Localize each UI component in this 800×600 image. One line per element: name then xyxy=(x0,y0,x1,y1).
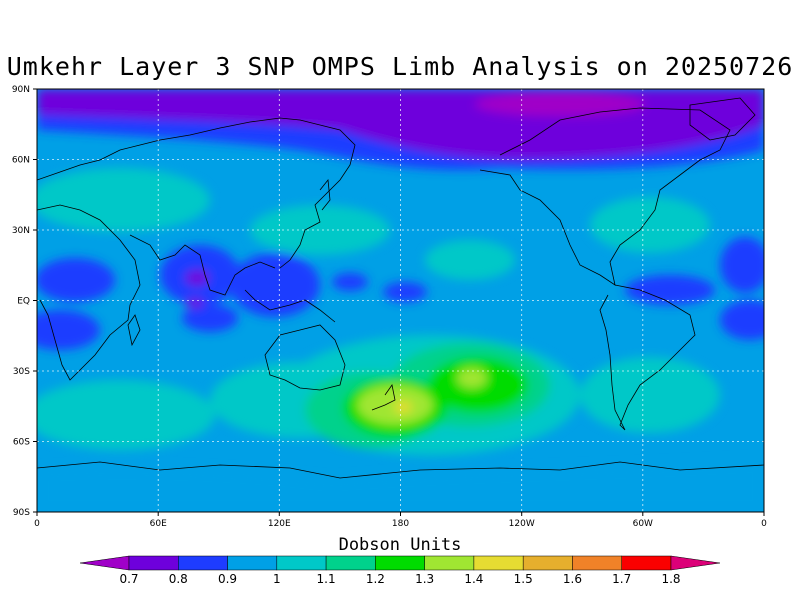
lat-label: 60N xyxy=(12,156,30,166)
colorbar-level-label: 1.7 xyxy=(612,572,631,586)
colorbar-swatch xyxy=(424,555,475,571)
lat-label: 30N xyxy=(12,226,30,236)
coast-north-america xyxy=(479,107,731,286)
coast-greenland xyxy=(689,97,756,141)
coast-madagascar xyxy=(127,314,141,347)
colorbar-swatch xyxy=(473,555,524,571)
colorbar-swatch xyxy=(522,555,573,571)
colorbar-level-label: 1.3 xyxy=(415,572,434,586)
coast-arabia-india xyxy=(129,234,276,296)
colorbar-level-label: 1.1 xyxy=(317,572,336,586)
colorbar-swatch xyxy=(276,555,327,571)
coast-se-asia xyxy=(244,289,336,323)
graticule xyxy=(37,89,764,512)
coastlines xyxy=(37,97,764,479)
coast-europe-asia xyxy=(37,117,356,269)
colorbar-swatch-low xyxy=(79,555,130,571)
lon-label: 0 xyxy=(761,519,767,529)
lat-label: 90S xyxy=(13,508,30,518)
colorbar-swatch-high xyxy=(670,555,721,571)
lat-label: 60S xyxy=(13,438,30,448)
lat-label: 90N xyxy=(12,85,30,95)
lat-label: 30S xyxy=(13,367,30,377)
colorbar-swatch xyxy=(572,555,622,571)
colorbar-level-label: 1.5 xyxy=(514,572,533,586)
colorbar-level-label: 1.8 xyxy=(661,572,680,586)
lon-label: 120E xyxy=(268,519,291,529)
colorbar-level-label: 1.2 xyxy=(366,572,385,586)
lon-label: 60E xyxy=(150,519,167,529)
coast-australia xyxy=(264,324,346,391)
coast-japan xyxy=(319,178,331,211)
colorbar-swatch xyxy=(128,555,179,571)
colorbar-level-label: 0.8 xyxy=(169,572,188,586)
colorbar-swatch xyxy=(227,555,278,571)
lon-label: 60W xyxy=(633,519,653,529)
colorbar-title: Dobson Units xyxy=(338,535,462,555)
colorbar-level-label: 0.9 xyxy=(218,572,237,586)
colorbar-swatch xyxy=(375,555,425,571)
lon-label: 120W xyxy=(509,519,535,529)
map-title: Umkehr Layer 3 SNP OMPS Limb Analysis on… xyxy=(6,52,794,81)
colorbar-level-label: 1 xyxy=(273,572,281,586)
colorbar-level-label: 1.4 xyxy=(464,572,483,586)
colorbar-level-label: 1.6 xyxy=(563,572,582,586)
coast-new-zealand xyxy=(371,384,396,411)
coast-antarctica xyxy=(37,461,764,479)
colorbar-swatch xyxy=(178,555,228,571)
colorbar-swatch xyxy=(325,555,376,571)
lat-label: EQ xyxy=(17,297,30,307)
colorbar: 0.7 0.8 0.9 1 1.1 1.2 1.3 1.4 1.5 1.6 1.7 1.8 xyxy=(79,555,721,586)
coast-south-america xyxy=(599,284,696,431)
colorbar-level-label: 0.7 xyxy=(119,572,138,586)
coast-africa xyxy=(37,204,141,381)
lon-label: 180 xyxy=(392,519,409,529)
lon-label: 0 xyxy=(34,519,40,529)
colorbar-swatch xyxy=(621,555,672,571)
